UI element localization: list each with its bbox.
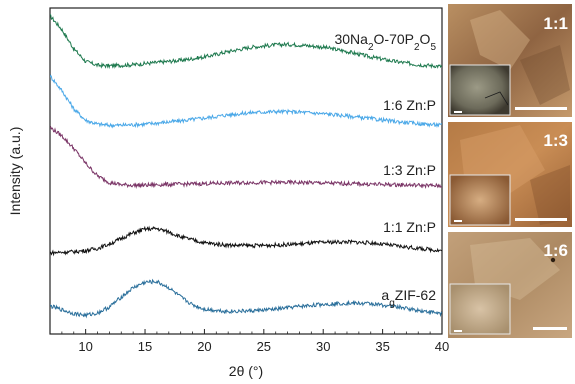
series-label-1-1: 1:1 Zn:P: [383, 219, 436, 235]
panel-label-1-6: 1:6: [543, 241, 568, 260]
series-line-2: [50, 125, 442, 190]
series-label-1-6: 1:6 Zn:P: [383, 97, 436, 113]
series-label-1-3: 1:3 Zn:P: [383, 162, 436, 178]
inset-image-1-6: [449, 283, 511, 335]
curves-layer: [50, 13, 442, 319]
scale-bar-6: [533, 327, 567, 330]
series-label-agzif62: agZIF-62: [381, 287, 436, 309]
series-line-3: [50, 225, 442, 257]
x-tick-label: 35: [375, 339, 389, 354]
panel-label-1-1: 1:1: [543, 14, 568, 33]
panel-label-1-3: 1:3: [543, 131, 568, 150]
photo-panel-1-6: 1:6: [448, 232, 572, 338]
plot-frame: [49, 7, 443, 335]
x-axis: 10 15 20 25 30 35 40: [61, 329, 449, 354]
scale-bar-inset-6: [454, 330, 462, 332]
x-axis-title: 2θ (°): [229, 363, 263, 379]
series-label-30na2o: 30Na2O-70P2O5: [334, 31, 436, 53]
x-tick-label: 25: [257, 339, 271, 354]
inset-image-1-1: [449, 64, 511, 116]
scale-bar-inset-1: [454, 111, 462, 113]
inset-image-1-3: [449, 174, 511, 226]
scale-bar-3: [515, 218, 567, 221]
scale-bar-1: [515, 107, 567, 110]
series-line-1: [50, 74, 442, 129]
y-axis-title: Intensity (a.u.): [7, 127, 23, 216]
x-tick-label: 20: [197, 339, 211, 354]
scale-bar-inset-3: [454, 220, 462, 222]
photo-panel-1-3: 1:3: [448, 122, 572, 227]
x-tick-label: 40: [435, 339, 449, 354]
x-tick-label: 10: [78, 339, 92, 354]
series-line-4: [50, 278, 442, 319]
photo-panel-1-1: 1:1: [448, 4, 572, 117]
x-tick-label: 15: [138, 339, 152, 354]
series-line-0: [50, 13, 442, 70]
x-tick-label: 30: [316, 339, 330, 354]
